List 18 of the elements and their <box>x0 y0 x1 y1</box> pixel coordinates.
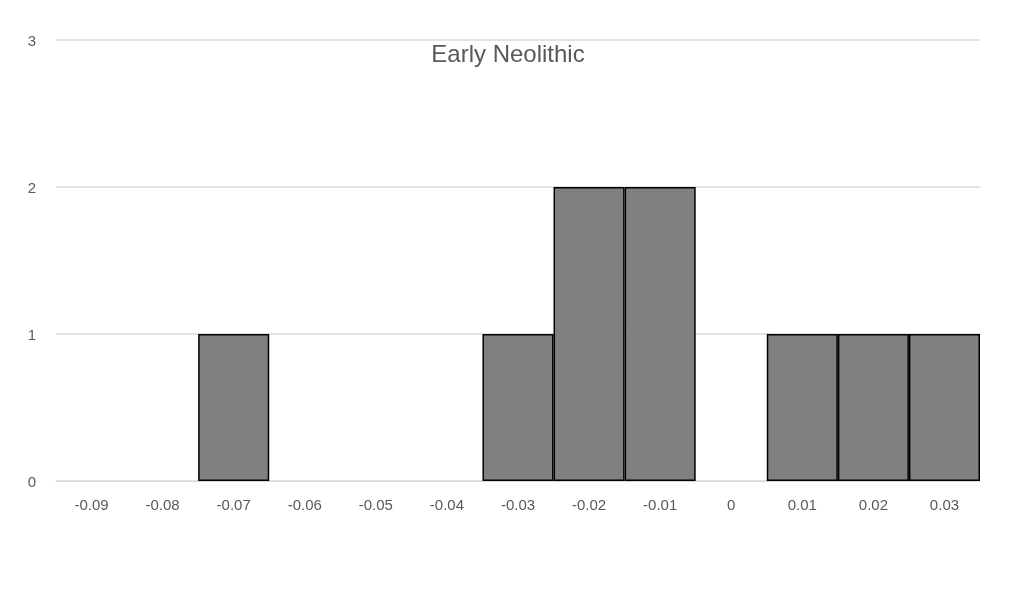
y-tick-label: 1 <box>27 325 36 343</box>
x-tick-label: -0.06 <box>287 496 322 513</box>
x-tick-label: 0.01 <box>787 496 817 513</box>
x-tick-label: 0 <box>727 496 736 513</box>
x-tick-label: -0.01 <box>643 496 678 513</box>
x-tick-label: -0.04 <box>429 496 465 513</box>
x-tick-label: 0.02 <box>858 496 888 513</box>
chart-title: Early Neolithic <box>431 39 585 67</box>
x-tick-label: -0.08 <box>145 496 180 513</box>
y-tick-label: 3 <box>27 31 36 49</box>
y-tick-label: 2 <box>27 178 36 196</box>
y-tick-label: 0 <box>27 472 36 490</box>
x-tick-label: 0.03 <box>929 496 960 513</box>
x-tick-label: -0.07 <box>216 496 251 513</box>
x-tick-label: -0.03 <box>500 496 536 513</box>
x-tick-label: -0.02 <box>571 496 607 513</box>
x-tick-label: -0.09 <box>74 496 109 513</box>
x-tick-label: -0.05 <box>358 496 393 513</box>
